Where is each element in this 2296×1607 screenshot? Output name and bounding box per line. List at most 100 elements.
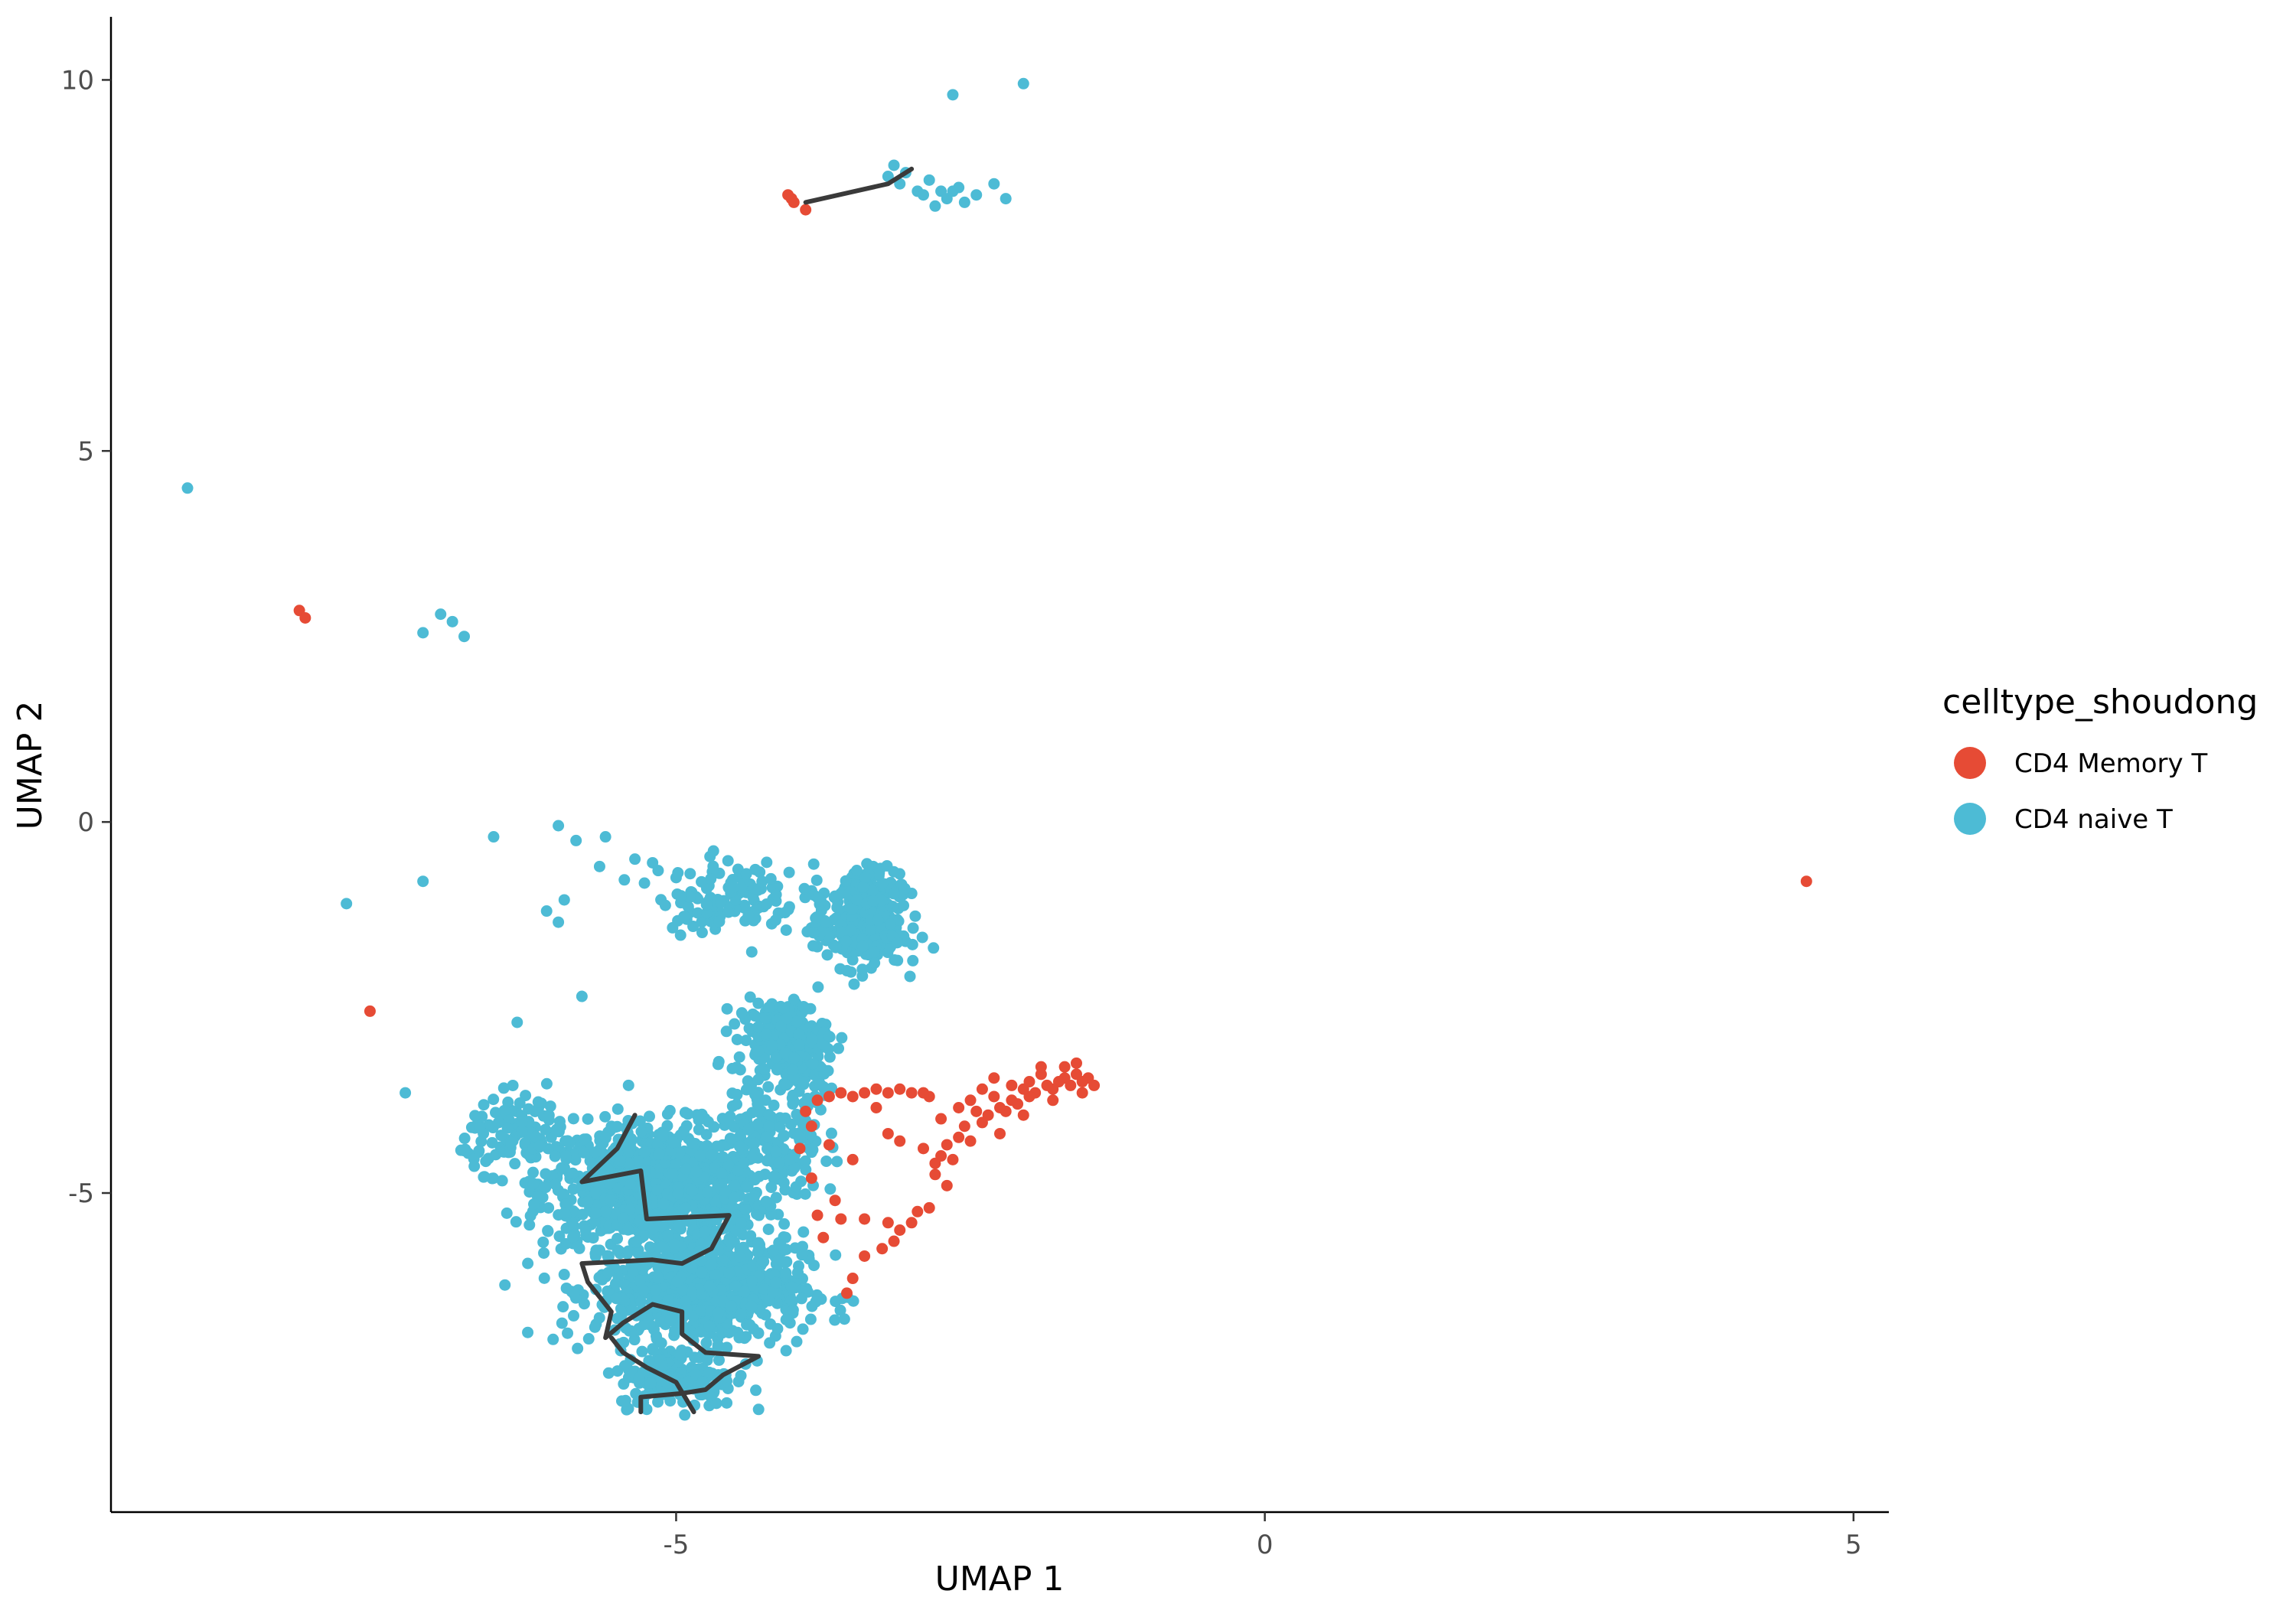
point-cd4-naive-t (612, 1103, 624, 1115)
point-cd4-naive-t (796, 1249, 808, 1261)
point-cd4-naive-t (498, 1104, 510, 1116)
point-cd4-naive-t (745, 1300, 758, 1312)
point-cd4-naive-t (774, 1121, 786, 1133)
point-cd4-naive-t (662, 1294, 674, 1306)
point-cd4-naive-t (752, 997, 765, 1009)
point-cd4-naive-t (716, 1151, 729, 1163)
point-cd4-naive-t (793, 1085, 805, 1097)
point-cd4-memory-t (964, 1135, 977, 1147)
point-cd4-memory-t (994, 1101, 1006, 1113)
point-cd4-naive-t (833, 1042, 845, 1054)
point-cd4-naive-t (713, 1307, 725, 1319)
point-cd4-naive-t (446, 615, 458, 627)
point-cd4-naive-t (795, 1292, 807, 1305)
point-cd4-naive-t (578, 1133, 590, 1146)
point-cd4-naive-t (823, 1030, 835, 1042)
point-cd4-naive-t (797, 1076, 809, 1088)
point-cd4-naive-t (856, 963, 869, 976)
point-cd4-naive-t (749, 863, 762, 875)
point-cd4-naive-t (664, 1395, 677, 1407)
point-cd4-naive-t (764, 1337, 776, 1349)
point-cd4-memory-t (905, 1217, 918, 1229)
point-cd4-naive-t (540, 1168, 552, 1180)
point-cd4-naive-t (779, 907, 791, 919)
point-cd4-naive-t (780, 1266, 792, 1279)
point-cd4-naive-t (848, 978, 860, 990)
point-cd4-naive-t (791, 1015, 803, 1028)
point-cd4-naive-t (865, 924, 877, 936)
point-cd4-naive-t (721, 1397, 733, 1409)
point-cd4-memory-t (923, 1201, 935, 1214)
point-cd4-naive-t (988, 178, 1000, 190)
legend-item-naive: CD4 naive T (1954, 803, 2173, 835)
point-cd4-naive-t (907, 922, 919, 934)
point-cd4-naive-t (560, 1150, 572, 1162)
point-cd4-naive-t (752, 1021, 764, 1033)
point-cd4-naive-t (509, 1158, 521, 1170)
point-cd4-memory-t (800, 1105, 812, 1117)
point-cd4-naive-t (612, 1233, 624, 1245)
point-cd4-naive-t (771, 1322, 784, 1335)
point-cd4-memory-t (823, 1090, 835, 1103)
y-tick-label: 10 (61, 65, 94, 96)
point-cd4-naive-t (499, 1279, 511, 1291)
point-cd4-naive-t (734, 1250, 746, 1263)
point-cd4-naive-t (765, 872, 777, 885)
point-cd4-memory-t (970, 1105, 983, 1117)
point-cd4-naive-t (807, 940, 819, 952)
point-cd4-naive-t (707, 845, 719, 857)
point-cd4-naive-t (682, 901, 694, 913)
point-cd4-naive-t (558, 1188, 570, 1201)
point-cd4-naive-t (812, 981, 824, 993)
point-cd4-naive-t (547, 1333, 559, 1345)
point-cd4-naive-t (777, 1130, 789, 1143)
point-cd4-naive-t (653, 1148, 665, 1160)
point-cd4-naive-t (667, 1168, 679, 1180)
point-cd4-naive-t (761, 1143, 773, 1155)
point-cd4-naive-t (579, 1224, 592, 1237)
point-cd4-naive-t (664, 1104, 676, 1116)
point-cd4-memory-t (829, 1195, 841, 1207)
point-cd4-naive-t (728, 1191, 740, 1204)
point-cd4-naive-t (528, 1198, 540, 1211)
point-cd4-naive-t (633, 1214, 645, 1227)
point-cd4-memory-t (1076, 1087, 1088, 1099)
point-cd4-naive-t (904, 970, 916, 983)
point-cd4-naive-t (760, 1028, 772, 1040)
point-cd4-naive-t (706, 1259, 718, 1271)
point-cd4-naive-t (538, 1247, 550, 1259)
point-cd4-naive-t (647, 856, 659, 869)
point-cd4-naive-t (810, 1296, 822, 1308)
point-cd4-naive-t (496, 1175, 508, 1187)
point-cd4-naive-t (888, 159, 900, 171)
point-cd4-memory-t (800, 204, 812, 216)
point-cd4-naive-t (492, 1116, 504, 1129)
point-cd4-naive-t (560, 1282, 572, 1294)
x-axis-title: UMAP 1 (935, 1560, 1065, 1599)
point-cd4-naive-t (458, 631, 471, 643)
point-cd4-naive-t (898, 899, 910, 911)
point-cd4-memory-t (817, 1231, 830, 1244)
point-cd4-naive-t (778, 1217, 791, 1230)
point-cd4-naive-t (733, 1140, 745, 1152)
y-tick-label: -5 (68, 1178, 94, 1209)
point-cd4-naive-t (540, 905, 553, 918)
point-cd4-naive-t (501, 1122, 514, 1134)
point-cd4-naive-t (735, 1308, 748, 1320)
point-cd4-naive-t (722, 906, 735, 918)
point-cd4-naive-t (644, 1377, 657, 1390)
point-cd4-naive-t (638, 877, 651, 889)
point-cd4-naive-t (540, 1123, 552, 1136)
point-cd4-naive-t (634, 1296, 647, 1308)
point-cd4-memory-t (1070, 1068, 1082, 1081)
point-cd4-memory-t (876, 1243, 889, 1255)
point-cd4-naive-t (788, 1052, 801, 1064)
trajectory-layer (579, 166, 915, 1415)
point-cd4-naive-t (702, 1116, 714, 1128)
point-cd4-naive-t (810, 912, 822, 924)
point-cd4-naive-t (507, 1079, 519, 1091)
point-cd4-naive-t (563, 1137, 576, 1149)
point-cd4-naive-t (700, 898, 713, 911)
point-cd4-naive-t (743, 1022, 755, 1035)
